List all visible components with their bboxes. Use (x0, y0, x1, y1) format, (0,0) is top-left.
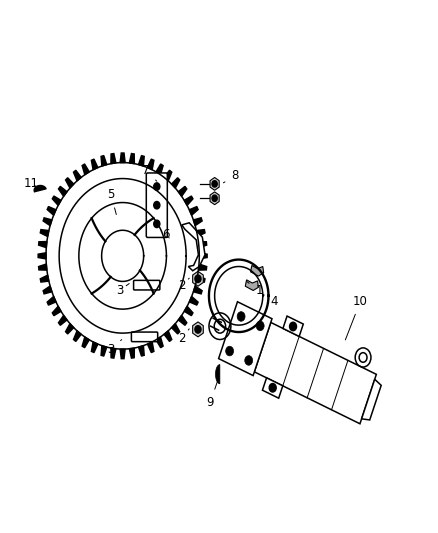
Polygon shape (193, 271, 203, 286)
Text: 3: 3 (107, 340, 122, 356)
Text: 2: 2 (178, 329, 189, 345)
Text: 8: 8 (223, 169, 239, 183)
Polygon shape (184, 196, 193, 205)
Circle shape (195, 275, 201, 282)
Polygon shape (47, 296, 56, 305)
Polygon shape (262, 378, 283, 398)
Polygon shape (196, 230, 205, 237)
Polygon shape (164, 170, 172, 181)
Circle shape (256, 321, 264, 330)
Polygon shape (189, 296, 198, 305)
Polygon shape (138, 345, 144, 356)
Polygon shape (182, 223, 205, 271)
Polygon shape (120, 153, 125, 163)
Circle shape (245, 356, 253, 365)
Polygon shape (210, 177, 219, 190)
Polygon shape (172, 324, 180, 334)
Polygon shape (193, 218, 202, 225)
Polygon shape (40, 230, 49, 237)
Polygon shape (138, 156, 144, 166)
Circle shape (226, 346, 233, 356)
Polygon shape (58, 316, 67, 325)
Polygon shape (156, 164, 163, 175)
Circle shape (154, 183, 160, 190)
Circle shape (154, 201, 160, 209)
Polygon shape (283, 316, 303, 336)
Polygon shape (164, 331, 172, 342)
Polygon shape (92, 342, 98, 353)
FancyBboxPatch shape (131, 332, 158, 342)
Polygon shape (111, 154, 116, 164)
Circle shape (269, 384, 276, 392)
FancyBboxPatch shape (134, 280, 160, 290)
Polygon shape (172, 177, 180, 188)
Text: 10: 10 (345, 295, 368, 340)
Polygon shape (101, 156, 107, 166)
Polygon shape (178, 187, 187, 196)
Polygon shape (74, 170, 81, 181)
Circle shape (212, 181, 217, 187)
Polygon shape (40, 275, 49, 282)
Polygon shape (34, 185, 46, 192)
Polygon shape (129, 154, 134, 164)
Polygon shape (101, 345, 107, 356)
Polygon shape (215, 365, 220, 384)
Text: 5: 5 (107, 188, 117, 214)
Text: 11: 11 (24, 177, 39, 190)
Polygon shape (178, 316, 187, 325)
Polygon shape (129, 348, 134, 358)
Polygon shape (120, 349, 125, 359)
Polygon shape (196, 275, 205, 282)
Polygon shape (39, 264, 47, 270)
Text: 7: 7 (142, 164, 157, 181)
Circle shape (154, 220, 160, 228)
Text: 3: 3 (116, 284, 129, 297)
Polygon shape (251, 265, 264, 276)
Polygon shape (184, 306, 193, 316)
Text: 9: 9 (206, 381, 218, 409)
FancyBboxPatch shape (146, 173, 167, 238)
Polygon shape (47, 206, 56, 215)
Polygon shape (52, 306, 61, 316)
Polygon shape (52, 196, 61, 205)
Polygon shape (58, 187, 67, 196)
Circle shape (290, 322, 297, 331)
Polygon shape (156, 337, 163, 348)
Polygon shape (189, 206, 198, 215)
Polygon shape (254, 322, 376, 424)
Polygon shape (66, 324, 74, 334)
Polygon shape (198, 241, 207, 248)
Polygon shape (66, 177, 74, 188)
Polygon shape (148, 342, 154, 353)
Polygon shape (198, 264, 207, 270)
Polygon shape (82, 164, 89, 175)
Polygon shape (43, 218, 52, 225)
Polygon shape (199, 253, 207, 259)
Polygon shape (39, 241, 47, 248)
Text: 2: 2 (178, 278, 189, 292)
Polygon shape (111, 348, 116, 358)
Polygon shape (362, 379, 381, 420)
Polygon shape (193, 286, 202, 294)
Text: 4: 4 (263, 294, 278, 308)
Polygon shape (43, 286, 52, 294)
Polygon shape (74, 331, 81, 342)
Text: 1: 1 (247, 281, 263, 297)
Polygon shape (210, 192, 219, 205)
Polygon shape (38, 253, 46, 259)
Polygon shape (245, 280, 258, 290)
Polygon shape (82, 337, 89, 348)
Polygon shape (193, 322, 203, 337)
Polygon shape (148, 159, 154, 170)
Text: 6: 6 (162, 228, 170, 241)
Circle shape (212, 195, 217, 201)
Circle shape (195, 326, 201, 333)
Polygon shape (219, 302, 272, 376)
Polygon shape (92, 159, 98, 170)
Circle shape (237, 312, 245, 321)
